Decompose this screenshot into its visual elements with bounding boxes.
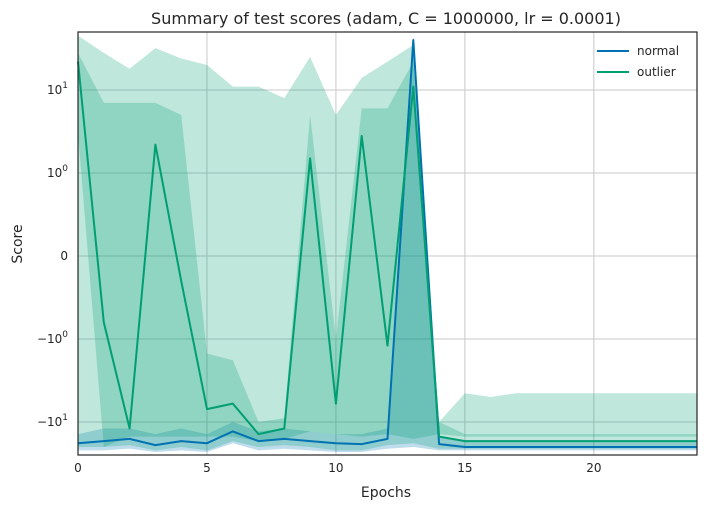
y-tick-label: 100 <box>47 164 68 180</box>
y-tick-label: 101 <box>47 81 68 97</box>
x-axis-label: Epochs <box>361 485 411 501</box>
tick-labels: 0 5 10 15 20 101 100 0 −100 −101 <box>37 81 602 475</box>
outlier-band <box>78 35 697 451</box>
x-tick-label: 15 <box>457 461 472 475</box>
x-tick-label: 20 <box>586 461 601 475</box>
confidence-bands <box>78 35 697 453</box>
legend-label-outlier: outlier <box>637 65 676 79</box>
series-lines <box>77 39 697 448</box>
legend: normal outlier <box>597 44 679 79</box>
x-tick-label: 5 <box>203 461 211 475</box>
y-axis-label: Score <box>10 224 26 263</box>
y-tick-label: −100 <box>37 330 68 346</box>
outlier-line <box>77 61 697 443</box>
y-tick-label: 0 <box>60 249 68 263</box>
y-tick-label: −101 <box>37 413 68 429</box>
plot-frame <box>77 31 698 456</box>
x-tick-label: 0 <box>74 461 82 475</box>
legend-label-normal: normal <box>637 44 679 58</box>
chart-title: Summary of test scores (adam, C = 100000… <box>151 9 621 28</box>
normal-line <box>77 39 697 448</box>
x-tick-label: 10 <box>328 461 343 475</box>
outlier-inner-band <box>78 52 697 448</box>
